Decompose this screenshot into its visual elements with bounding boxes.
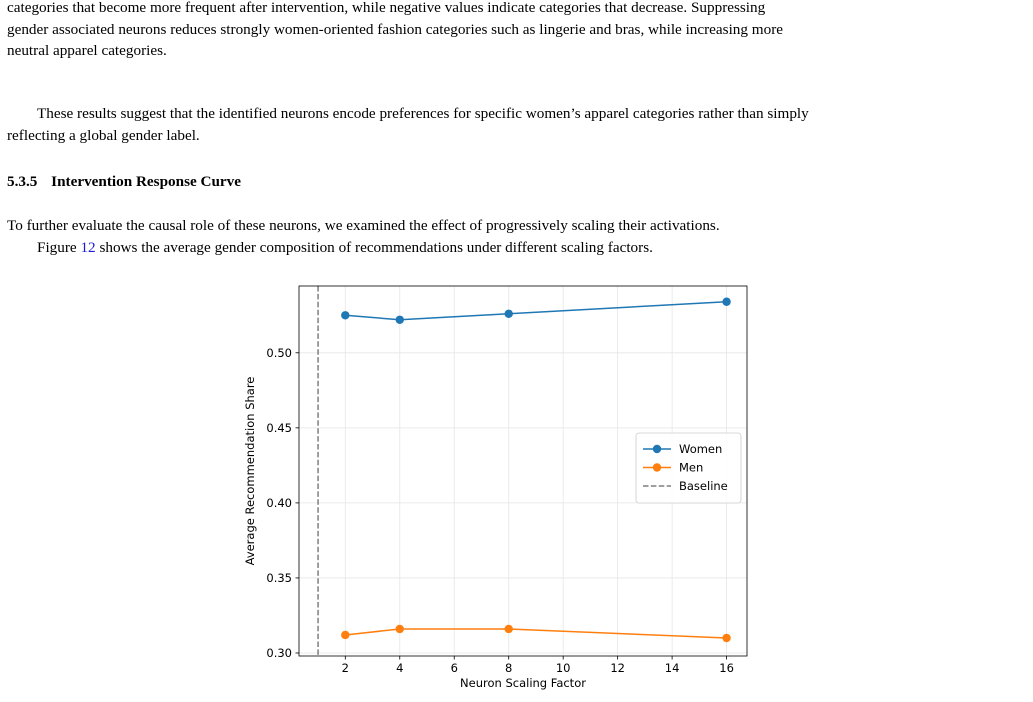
- data-point-men: [341, 630, 350, 640]
- section-title: Intervention Response Curve: [51, 173, 242, 190]
- x-tick-label: 2: [342, 661, 349, 675]
- y-tick-label: 0.45: [266, 421, 292, 435]
- x-tick-label: 8: [505, 661, 512, 675]
- y-tick-label: 0.40: [266, 496, 292, 510]
- text-line: Figure 12 shows the average gender compo…: [7, 237, 1027, 259]
- figure-reference-link[interactable]: 12: [80, 238, 96, 256]
- text-line: To further evaluate the causal role of t…: [7, 217, 720, 234]
- text-line: categories that become more frequent aft…: [7, 0, 766, 16]
- data-point-women: [504, 309, 513, 318]
- body-paragraph: To further evaluate the causal role of t…: [7, 215, 1027, 258]
- legend-label-baseline: Baseline: [679, 479, 728, 493]
- x-tick-label: 10: [556, 661, 571, 675]
- legend-marker-women: [652, 444, 662, 454]
- x-tick-label: 6: [451, 661, 458, 675]
- x-tick-label: 4: [396, 661, 403, 675]
- y-tick-label: 0.50: [266, 346, 292, 360]
- text-line: gender associated neurons reduces strong…: [7, 20, 783, 38]
- legend-label-women: Women: [679, 442, 722, 456]
- section-heading: 5.3.5 Intervention Response Curve: [7, 173, 241, 191]
- section-number: 5.3.5: [7, 173, 38, 190]
- data-point-men: [504, 624, 513, 634]
- x-tick-label: 14: [665, 661, 680, 675]
- text-line: reflecting a global gender label.: [7, 126, 200, 144]
- y-axis-label: Average Recommendation Share: [243, 377, 257, 566]
- body-paragraph: These results suggest that the identifie…: [7, 103, 1027, 146]
- y-tick-label: 0.35: [266, 571, 292, 585]
- data-point-women: [395, 315, 404, 324]
- legend-label-men: Men: [679, 461, 703, 475]
- plot-frame: [298, 285, 748, 657]
- legend-marker-men: [652, 463, 662, 472]
- body-paragraph: categories that become more frequent aft…: [7, 0, 1027, 62]
- data-point-women: [722, 297, 731, 306]
- text-fragment: shows the average gender composition of …: [95, 238, 653, 256]
- data-point-men: [395, 624, 404, 634]
- series-line-men: [345, 628, 727, 639]
- x-tick-label: 12: [610, 661, 625, 675]
- text-line: These results suggest that the identifie…: [37, 105, 809, 122]
- data-point-men: [722, 633, 731, 643]
- text-line: neutral apparel categories.: [7, 42, 167, 59]
- legend: Women Men Baseline: [635, 432, 742, 504]
- line-chart: 2 4 6 8 10 12 14 16 0.30 0.35 0.40 0.45 0.50 Neuron S…: [243, 285, 748, 690]
- series-line-women: [345, 301, 727, 321]
- text-fragment: Figure: [37, 238, 81, 256]
- x-axis-label: Neuron Scaling Factor: [460, 676, 586, 690]
- data-point-women: [341, 311, 350, 320]
- x-tick-label: 16: [719, 661, 734, 675]
- y-tick-label: 0.30: [266, 646, 292, 660]
